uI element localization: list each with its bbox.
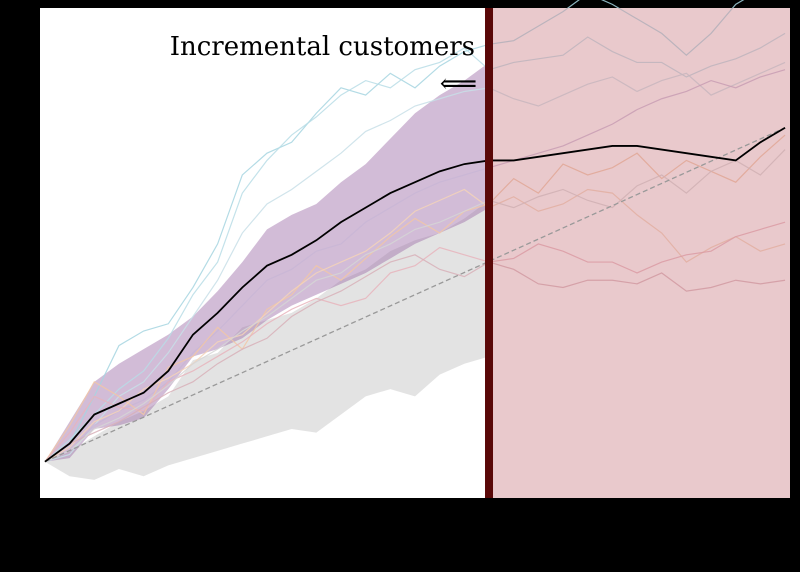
- trend-line: [44, 127, 786, 463]
- faint-series-line: [44, 32, 786, 463]
- left-arrow-icon: ⟸: [440, 69, 477, 99]
- mean-layer: [44, 127, 786, 463]
- faint-series-line: [44, 188, 786, 463]
- grey-confidence-band: [44, 200, 490, 480]
- purple-band-layer: [44, 62, 490, 462]
- purple-confidence-band: [44, 62, 490, 462]
- grey-band-layer: [44, 200, 490, 480]
- faint-series-line: [44, 221, 786, 463]
- incremental-customers-label: Incremental customers: [170, 32, 475, 62]
- post-period-region: [489, 8, 790, 498]
- trend-layer: [44, 127, 786, 463]
- faint-series-line: [44, 134, 786, 463]
- faint-series-line: [44, 254, 786, 463]
- faint-series-line: [44, 0, 745, 463]
- mean-line: [44, 127, 786, 463]
- faint-series-line: [44, 149, 786, 463]
- faint-series-layer: [44, 0, 786, 463]
- faint-series-line: [44, 61, 786, 463]
